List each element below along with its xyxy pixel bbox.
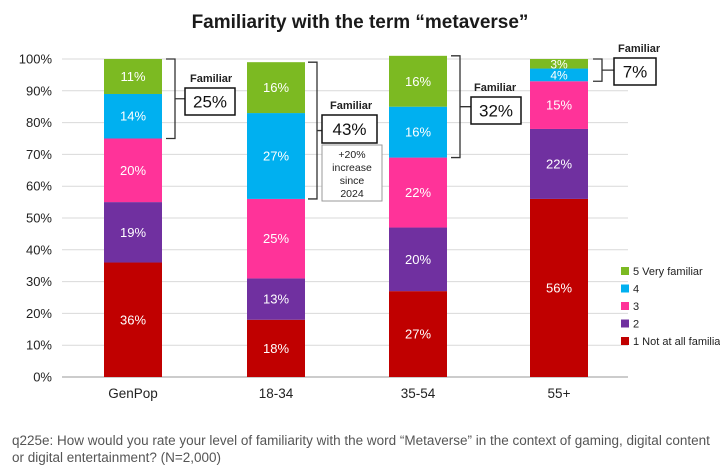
familiar-value: 7%: [623, 63, 648, 82]
y-tick-label: 10%: [26, 338, 52, 353]
x-category-label: GenPop: [108, 386, 158, 401]
legend-swatch: [621, 284, 629, 293]
stacked-bar-chart: 0% 10% 20% 30% 40% 50% 60% 70% 80% 90% 100% 36% 19% 2…: [19, 43, 720, 401]
bar-segment: [530, 128, 588, 199]
familiar-value-box: [470, 96, 522, 125]
y-tick-label: 40%: [26, 242, 52, 257]
bar-segment: [247, 198, 305, 279]
bar-segment: [389, 55, 447, 107]
increase-note-line: increase: [332, 162, 372, 174]
bar-segment: [104, 202, 162, 263]
y-tick-label: 50%: [26, 211, 52, 226]
bar-value-label: 4%: [550, 68, 568, 82]
familiar-label: Familiar: [330, 100, 373, 112]
legend-swatch: [621, 302, 629, 310]
bar-value-label: 18%: [263, 341, 289, 356]
chart-title: Familiarity with the term “metaverse”: [191, 12, 529, 33]
bar-segment: [104, 138, 162, 203]
familiar-bracket: [308, 61, 322, 200]
bar-value-label: 27%: [405, 327, 431, 342]
y-tick-label: 80%: [26, 115, 52, 130]
familiar-value-box: [613, 57, 657, 86]
bar-segment: [389, 106, 447, 158]
x-category-label: 18-34: [259, 386, 294, 401]
bar-value-label: 19%: [120, 225, 146, 240]
y-tick-label: 70%: [26, 147, 52, 162]
bar-value-label: 56%: [546, 280, 572, 295]
bar-value-label: 27%: [263, 148, 289, 163]
bar-value-label: 22%: [405, 185, 431, 200]
legend-label: 4: [633, 284, 639, 296]
bar-value-label: 16%: [263, 80, 289, 95]
increase-note-line: 2024: [340, 188, 364, 200]
legend-label: 5 Very familiar: [633, 266, 703, 278]
familiar-bracket: [593, 58, 614, 82]
bar-segment: [104, 262, 162, 377]
bar-segment: [530, 198, 588, 377]
x-category-label: 55+: [548, 386, 571, 401]
bar-value-label: 16%: [405, 125, 431, 140]
survey-question-footnote: q225e: How would you rate your level of …: [12, 433, 710, 465]
y-tick-label: 0%: [33, 370, 52, 385]
bar-segment: [389, 157, 447, 228]
familiar-value: 25%: [193, 93, 227, 112]
x-category-label: 35-54: [401, 386, 436, 401]
bar-value-label: 20%: [120, 163, 146, 178]
familiar-value-box: [184, 87, 236, 116]
bar-segment: [104, 59, 162, 94]
legend-label: 3: [633, 301, 639, 313]
increase-note-line: +20%: [338, 149, 365, 161]
bar-segment: [389, 227, 447, 292]
increase-note-box: [321, 144, 383, 202]
bar-value-label: 20%: [405, 252, 431, 267]
familiar-label: Familiar: [618, 43, 661, 55]
bar-value-label: 11%: [120, 69, 145, 84]
familiar-bracket: [166, 58, 185, 140]
legend-swatch: [621, 267, 629, 275]
bar-segment: [530, 68, 588, 82]
legend-label: 2: [633, 319, 639, 331]
bar-segment: [247, 278, 305, 320]
bar-value-label: 3%: [550, 57, 568, 71]
increase-note-line: since: [340, 175, 365, 187]
y-tick-label: 90%: [26, 83, 52, 98]
familiar-bracket: [451, 55, 471, 159]
legend-label: 1 Not at all familiar: [633, 336, 720, 348]
bar-value-label: 22%: [546, 156, 572, 171]
legend-swatch: [621, 319, 629, 328]
bar-segment: [247, 62, 305, 114]
y-tick-label: 100%: [19, 52, 53, 67]
familiar-value: 43%: [332, 120, 366, 139]
bar-segment: [530, 59, 588, 69]
bar-value-label: 13%: [263, 292, 289, 307]
bar-value-label: 14%: [120, 109, 146, 124]
y-tick-label: 20%: [26, 306, 52, 321]
bar-segment: [530, 81, 588, 129]
bar-value-label: 15%: [546, 98, 572, 113]
bar-value-label: 16%: [405, 74, 431, 89]
bar-segment: [247, 113, 305, 199]
bar-value-label: 25%: [263, 231, 289, 246]
familiar-label: Familiar: [474, 82, 517, 94]
bar-value-label: 36%: [120, 312, 146, 327]
y-tick-label: 30%: [26, 274, 52, 289]
bar-segment: [104, 93, 162, 139]
familiar-value-box: [321, 114, 378, 144]
y-tick-label: 60%: [26, 179, 52, 194]
familiar-value: 32%: [479, 102, 513, 121]
legend-swatch: [621, 337, 629, 345]
bar-segment: [247, 319, 305, 377]
familiar-label: Familiar: [190, 73, 233, 85]
bar-segment: [389, 291, 447, 377]
